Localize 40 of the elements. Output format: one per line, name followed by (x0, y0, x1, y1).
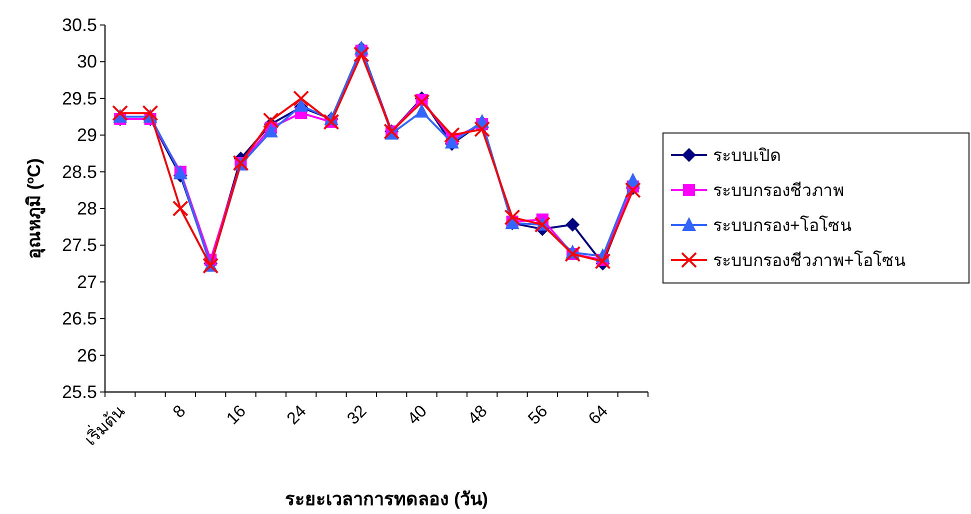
legend-label: ระบบกรองชีวภาพ (713, 181, 844, 200)
point (112, 105, 128, 122)
point (566, 218, 580, 232)
y-tick-label: 28 (76, 198, 97, 218)
x-tick-label: 64 (584, 401, 612, 428)
point (474, 121, 490, 138)
x-tick-label: 16 (222, 401, 250, 428)
y-tick-label: 30 (76, 52, 97, 72)
point (444, 127, 460, 144)
x-tick-label: 48 (464, 401, 491, 428)
y-tick-label: 26.5 (62, 308, 97, 329)
legend-label: ระบบกรองชีวภาพ+โอโซน (713, 250, 906, 270)
point (624, 182, 641, 198)
legend-label: ระบบกรอง+โอโซน (713, 215, 852, 235)
point (504, 209, 520, 226)
point (414, 104, 429, 118)
y-tick-label: 26 (76, 345, 97, 366)
point (293, 90, 310, 106)
y-tick-label: 27.5 (62, 235, 97, 256)
y-tick-label: 29.5 (62, 88, 97, 108)
point (414, 94, 430, 110)
y-tick-label: 27 (76, 272, 97, 292)
y-tick-label: 29 (76, 125, 97, 146)
point (264, 123, 278, 138)
point (353, 46, 370, 62)
legend-label: ระบบเปิด (713, 146, 781, 165)
point (172, 200, 188, 216)
y-tick-label: 28.5 (62, 162, 97, 182)
x-tick-label: 40 (404, 401, 431, 428)
point (594, 253, 611, 270)
x-tick-label: 32 (343, 401, 370, 428)
x-tick-label: 56 (524, 401, 552, 428)
x-axis-title: ระยะเวลาการทดลอง (วัน) (285, 489, 488, 509)
y-tick-label: 30.5 (62, 15, 97, 35)
y-tick-label: 25.5 (62, 382, 97, 402)
y-axis-title: อุณหภูมิ (ºC) (24, 158, 46, 259)
point (142, 105, 158, 122)
x-tick-label: 24 (283, 401, 310, 428)
x-tick-label: 8 (169, 401, 190, 422)
point (262, 112, 279, 128)
